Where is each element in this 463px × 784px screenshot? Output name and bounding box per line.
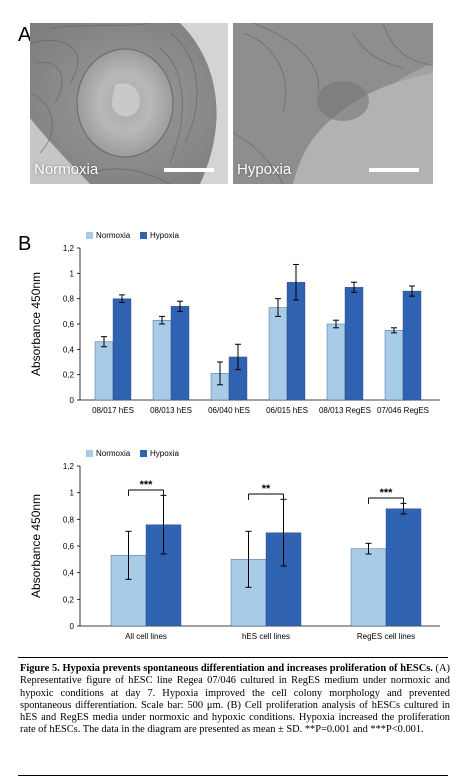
micrograph-hypoxia-image bbox=[233, 23, 433, 184]
caption-rule-top bbox=[18, 657, 448, 658]
caption-body: (A) Representative figure of hESC line R… bbox=[20, 663, 450, 736]
x-tick-label: 08/013 hES bbox=[150, 406, 192, 415]
legend-swatch bbox=[86, 450, 93, 457]
y-tick-label: 0,8 bbox=[63, 515, 75, 524]
legend-swatch bbox=[140, 232, 147, 239]
bar bbox=[268, 307, 288, 401]
legend-label: Hypoxia bbox=[150, 231, 179, 240]
x-tick-label: hES cell lines bbox=[242, 632, 290, 641]
x-tick-label: RegES cell lines bbox=[357, 632, 415, 641]
x-tick-label: All cell lines bbox=[125, 632, 167, 641]
condition-label-hypoxia: Hypoxia bbox=[237, 161, 292, 178]
y-tick-label: 0,8 bbox=[63, 295, 75, 304]
chart-pooled-svg: 0 0,2 0,4 0,6 0,8 1 1,2 Absorbance 450nm Normoxi… bbox=[29, 449, 440, 641]
significance-label: *** bbox=[380, 487, 394, 499]
bar bbox=[152, 319, 172, 401]
legend-label: Hypoxia bbox=[150, 449, 179, 458]
panel-b-label: B bbox=[18, 233, 32, 255]
micrograph-normoxia: Normoxia bbox=[30, 23, 228, 184]
scale-bar bbox=[164, 168, 214, 172]
condition-label-normoxia: Normoxia bbox=[34, 161, 99, 178]
x-tick-label: 07/046 RegES bbox=[377, 406, 429, 415]
caption-rule-bottom bbox=[18, 775, 448, 776]
y-tick-label: 0,2 bbox=[63, 371, 75, 380]
y-axis-title: Absorbance 450nm bbox=[29, 494, 43, 598]
x-tick-label: 08/013 RegES bbox=[319, 406, 371, 415]
y-tick-label: 1 bbox=[70, 269, 75, 278]
significance-label: *** bbox=[140, 479, 154, 491]
bar bbox=[344, 287, 364, 401]
y-tick-label: 0,2 bbox=[63, 595, 75, 604]
chart-cell-lines-svg: 0 0,2 0,4 0,6 0,8 1 1,2 Absorbance 450nm Normoxi… bbox=[29, 231, 440, 415]
y-tick-label: 0,6 bbox=[63, 542, 75, 551]
y-tick-label: 1 bbox=[70, 489, 75, 498]
legend-label: Normoxia bbox=[96, 449, 131, 458]
bar bbox=[385, 508, 422, 627]
legend-swatch bbox=[140, 450, 147, 457]
legend-label: Normoxia bbox=[96, 231, 131, 240]
chart-pooled: 0 0,2 0,4 0,6 0,8 1 1,2 Absorbance 450nm Normoxi… bbox=[0, 446, 463, 658]
chart-cell-lines: 0 0,2 0,4 0,6 0,8 1 1,2 Absorbance 450nm Normoxi… bbox=[0, 230, 463, 442]
y-tick-label: 0,4 bbox=[63, 345, 75, 354]
y-tick-label: 0,4 bbox=[63, 569, 75, 578]
x-tick-label: 06/040 hES bbox=[208, 406, 250, 415]
bar bbox=[326, 323, 346, 401]
bar bbox=[402, 290, 422, 401]
y-tick-label: 1,2 bbox=[63, 244, 75, 253]
panel-a-label: A bbox=[18, 24, 32, 46]
y-tick-label: 1,2 bbox=[63, 462, 75, 471]
micrograph-hypoxia: Hypoxia bbox=[233, 23, 433, 184]
bar bbox=[112, 298, 132, 401]
figure-caption: Figure 5. Hypoxia prevents spontaneous d… bbox=[20, 663, 450, 737]
bar bbox=[384, 330, 404, 401]
bar bbox=[350, 548, 387, 627]
x-tick-label: 08/017 hES bbox=[92, 406, 134, 415]
bar bbox=[170, 306, 190, 401]
x-tick-label: 06/015 hES bbox=[266, 406, 308, 415]
legend-swatch bbox=[86, 232, 93, 239]
micrograph-normoxia-image bbox=[30, 23, 228, 184]
y-tick-label: 0 bbox=[70, 396, 75, 405]
significance-label: ** bbox=[262, 483, 271, 495]
y-tick-label: 0 bbox=[70, 622, 75, 631]
y-tick-label: 0,6 bbox=[63, 320, 75, 329]
caption-title: Figure 5. Hypoxia prevents spontaneous d… bbox=[20, 663, 433, 674]
scale-bar bbox=[369, 168, 419, 172]
y-axis-title: Absorbance 450nm bbox=[29, 272, 43, 376]
bar bbox=[94, 341, 114, 401]
